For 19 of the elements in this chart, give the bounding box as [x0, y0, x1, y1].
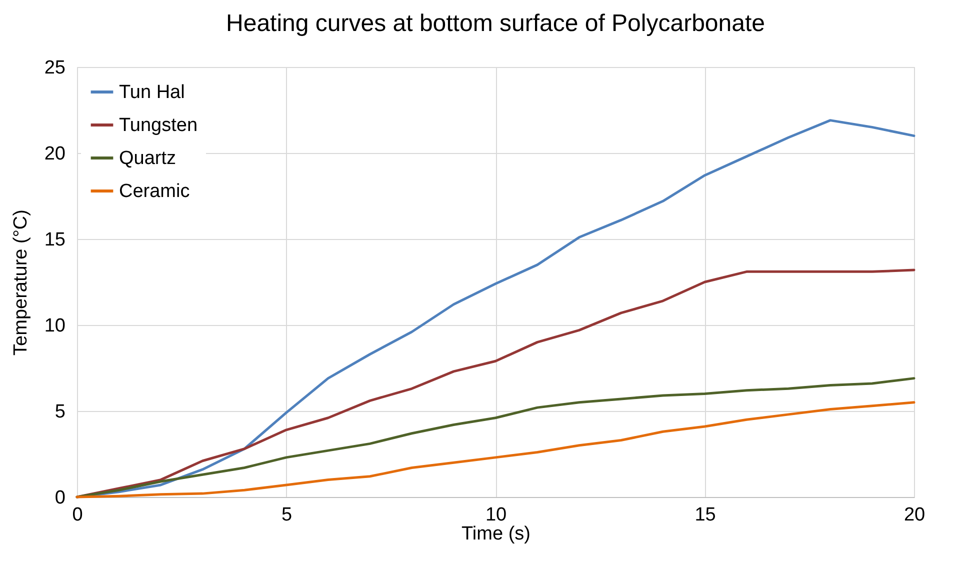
y-tick-label: 20	[44, 144, 66, 164]
legend-label: Ceramic	[119, 181, 190, 202]
y-tick-label: 10	[44, 316, 66, 336]
legend-label: Quartz	[119, 148, 176, 169]
y-axis-title: Temperature (°C)	[10, 210, 32, 356]
x-tick-label: 5	[281, 504, 292, 526]
line-series	[76, 401, 916, 498]
legend-label: Tungsten	[119, 115, 198, 136]
x-tick-label: 10	[485, 504, 507, 526]
x-tick-label: 0	[72, 504, 83, 526]
x-tick-label: 20	[904, 504, 926, 526]
y-tick-label: 5	[54, 402, 66, 422]
chart-title: Heating curves at bottom surface of Polycarbonate	[226, 10, 765, 37]
legend-label: Tun Hal	[119, 82, 185, 103]
y-tick-label: 15	[44, 230, 66, 250]
x-axis-title: Time (s)	[462, 524, 530, 544]
y-tick-label: 0	[54, 488, 66, 508]
y-tick-label: 25	[44, 58, 66, 78]
x-tick-label: 15	[694, 504, 716, 526]
